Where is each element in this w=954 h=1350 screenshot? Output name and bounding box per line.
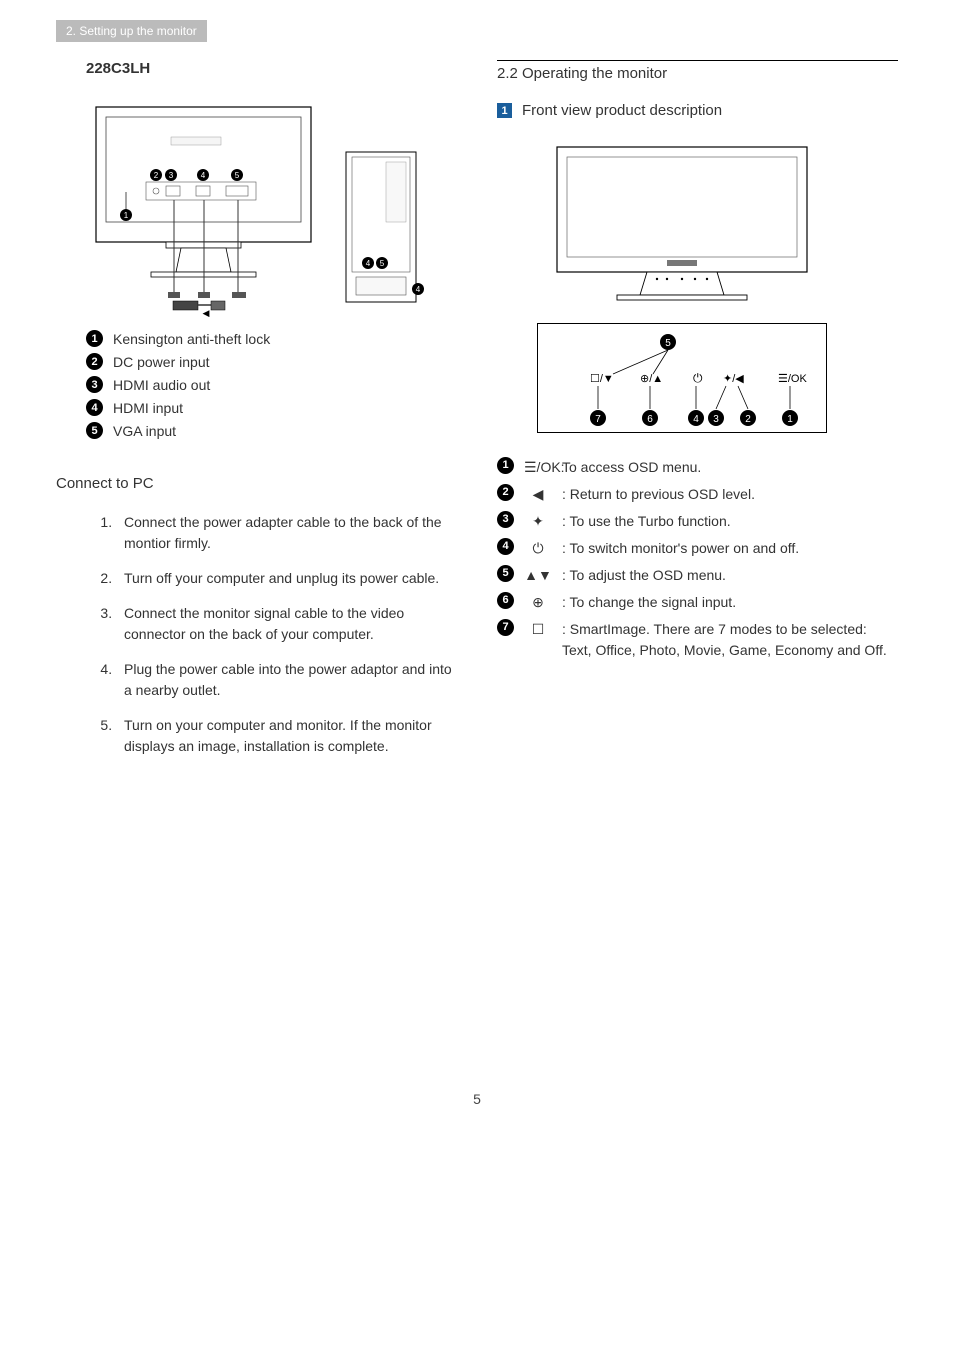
control-badge-4: 4 xyxy=(497,538,514,555)
svg-text:4: 4 xyxy=(366,259,371,268)
control-badge-6: 6 xyxy=(497,592,514,609)
port-label: Kensington anti-theft lock xyxy=(113,331,270,347)
svg-text:⊕/▲: ⊕/▲ xyxy=(640,373,663,385)
svg-text:1: 1 xyxy=(124,211,129,220)
port-label: HDMI input xyxy=(113,400,183,416)
section-title: 2.2 Operating the monitor xyxy=(497,60,898,82)
menu-ok-icon: ☰/OK: xyxy=(524,457,552,478)
input-icon: ⊕ xyxy=(524,592,552,613)
svg-text:6: 6 xyxy=(647,414,653,425)
svg-text:7: 7 xyxy=(595,414,601,425)
port-badge-2: 2 xyxy=(86,353,103,370)
rear-connection-diagram: 2 3 4 5 1 ◀ xyxy=(86,97,457,320)
port-badge-3: 3 xyxy=(86,376,103,393)
svg-text:1: 1 xyxy=(787,414,793,425)
svg-text:☰/OK: ☰/OK xyxy=(778,373,807,385)
control-text: : Return to previous OSD level. xyxy=(562,484,755,505)
control-badge-2: 2 xyxy=(497,484,514,501)
svg-text:5: 5 xyxy=(665,338,671,349)
port-badge-5: 5 xyxy=(86,422,103,439)
control-text: : To change the signal input. xyxy=(562,592,736,613)
up-down-icon: ▲▼ xyxy=(524,565,552,586)
svg-text:◀: ◀ xyxy=(203,308,210,317)
smartimage-icon: ☐ xyxy=(524,619,552,640)
controls-list: 1 ☰/OK: To access OSD menu. 2 ◀ : Return to … xyxy=(497,457,898,661)
control-text: To access OSD menu. xyxy=(562,457,701,478)
subsection-label: Front view product description xyxy=(522,102,722,119)
connect-heading: Connect to PC xyxy=(56,475,457,492)
power-icon: ⏻ xyxy=(524,538,552,559)
model-title: 228C3LH xyxy=(86,60,457,77)
step: Connect the monitor signal cable to the … xyxy=(116,603,457,645)
breadcrumb: 2. Setting up the monitor xyxy=(56,20,207,42)
port-badge-1: 1 xyxy=(86,330,103,347)
svg-text:2: 2 xyxy=(745,414,751,425)
svg-text:☐/▼: ☐/▼ xyxy=(590,373,614,385)
svg-text:4: 4 xyxy=(201,171,206,180)
svg-text:2: 2 xyxy=(154,171,159,180)
control-badge-7: 7 xyxy=(497,619,514,636)
front-controls-diagram: 5 ☐/▼ ⊕/▲ ⏻ ✦/◀ ☰/OK xyxy=(537,323,827,433)
port-badge-4: 4 xyxy=(86,399,103,416)
control-text: : To switch monitor's power on and off. xyxy=(562,538,799,559)
step: Turn off your computer and unplug its po… xyxy=(116,568,457,589)
step: Turn on your computer and monitor. If th… xyxy=(116,715,457,757)
subsection-number: 1 xyxy=(497,103,512,118)
control-badge-1: 1 xyxy=(497,457,514,474)
step: Plug the power cable into the power adap… xyxy=(116,659,457,701)
control-badge-3: 3 xyxy=(497,511,514,528)
port-label: VGA input xyxy=(113,423,176,439)
control-text: : SmartImage. There are 7 modes to be se… xyxy=(562,619,898,661)
rear-port-list: 1 Kensington anti-theft lock 2 DC power in… xyxy=(86,330,457,439)
page-number: 5 xyxy=(56,1091,898,1107)
control-badge-5: 5 xyxy=(497,565,514,582)
turbo-icon: ✦ xyxy=(524,511,552,532)
port-label: DC power input xyxy=(113,354,210,370)
control-text: : To use the Turbo function. xyxy=(562,511,731,532)
svg-text:⏻: ⏻ xyxy=(693,371,703,385)
step: Connect the power adapter cable to the b… xyxy=(116,512,457,554)
svg-text:4: 4 xyxy=(416,285,421,294)
svg-text:4: 4 xyxy=(693,414,699,425)
svg-text:5: 5 xyxy=(380,259,385,268)
port-label: HDMI audio out xyxy=(113,377,210,393)
svg-text:3: 3 xyxy=(713,414,719,425)
svg-text:3: 3 xyxy=(169,171,174,180)
connect-steps: Connect the power adapter cable to the b… xyxy=(86,512,457,757)
control-text: : To adjust the OSD menu. xyxy=(562,565,726,586)
left-arrow-icon: ◀ xyxy=(524,484,552,505)
svg-text:5: 5 xyxy=(235,171,240,180)
svg-text:✦/◀: ✦/◀ xyxy=(723,373,744,385)
front-view-diagram xyxy=(537,137,827,307)
